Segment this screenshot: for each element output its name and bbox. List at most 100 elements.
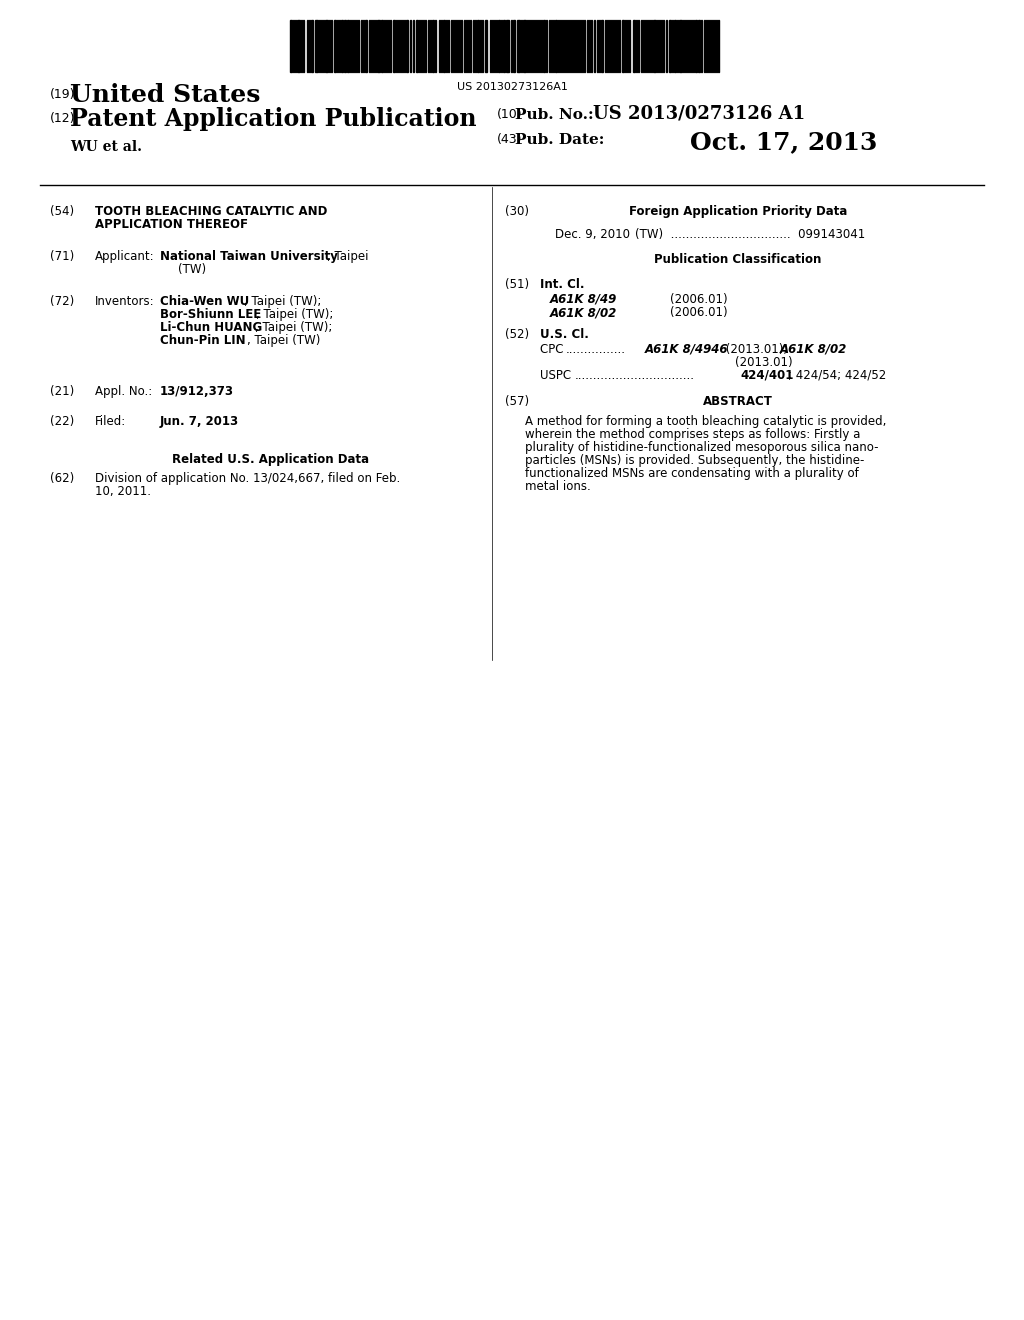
Text: (TW)  ................................  099143041: (TW) ................................ 09… <box>635 228 865 242</box>
Text: USPC: USPC <box>540 370 574 381</box>
Bar <box>325 20 328 73</box>
Bar <box>377 20 380 73</box>
Text: , Taipei (TW);: , Taipei (TW); <box>244 294 322 308</box>
Text: CPC: CPC <box>540 343 567 356</box>
Text: Appl. No.:: Appl. No.: <box>95 385 153 399</box>
Text: Filed:: Filed: <box>95 414 126 428</box>
Text: (19): (19) <box>50 88 76 102</box>
Text: United States: United States <box>70 83 260 107</box>
Text: (21): (21) <box>50 385 75 399</box>
Bar <box>513 20 515 73</box>
Text: (2006.01): (2006.01) <box>670 306 728 319</box>
Text: Patent Application Publication: Patent Application Publication <box>70 107 476 131</box>
Bar <box>311 20 313 73</box>
Text: (TW): (TW) <box>178 263 206 276</box>
Text: Pub. Date:: Pub. Date: <box>515 133 604 147</box>
Text: , Taipei (TW);: , Taipei (TW); <box>256 308 334 321</box>
Bar <box>365 20 367 73</box>
Text: 10, 2011.: 10, 2011. <box>95 484 151 498</box>
Text: Bor-Shiunn LEE: Bor-Shiunn LEE <box>160 308 261 321</box>
Bar <box>506 20 509 73</box>
Bar <box>503 20 505 73</box>
Text: Division of application No. 13/024,667, filed on Feb.: Division of application No. 13/024,667, … <box>95 473 400 484</box>
Text: Li-Chun HUANG: Li-Chun HUANG <box>160 321 262 334</box>
Text: functionalized MSNs are condensating with a plurality of: functionalized MSNs are condensating wit… <box>525 467 859 480</box>
Bar <box>477 20 479 73</box>
Text: ................: ................ <box>566 343 626 356</box>
Text: National Taiwan University: National Taiwan University <box>160 249 338 263</box>
Bar <box>601 20 603 73</box>
Text: ................................: ................................ <box>575 370 695 381</box>
Text: Related U.S. Application Data: Related U.S. Application Data <box>172 453 370 466</box>
Text: (43): (43) <box>497 133 522 147</box>
Bar <box>498 20 500 73</box>
Text: Foreign Application Priority Data: Foreign Application Priority Data <box>629 205 847 218</box>
Text: (2013.01): (2013.01) <box>735 356 793 370</box>
Text: US 2013/0273126 A1: US 2013/0273126 A1 <box>593 106 805 123</box>
Bar <box>543 20 545 73</box>
Bar <box>406 20 408 73</box>
Text: TOOTH BLEACHING CATALYTIC AND: TOOTH BLEACHING CATALYTIC AND <box>95 205 328 218</box>
Text: WU et al.: WU et al. <box>70 140 142 154</box>
Text: metal ions.: metal ions. <box>525 480 591 492</box>
Bar <box>393 20 395 73</box>
Text: (71): (71) <box>50 249 75 263</box>
Text: Applicant:: Applicant: <box>95 249 155 263</box>
Text: Chun-Pin LIN: Chun-Pin LIN <box>160 334 246 347</box>
Bar <box>347 20 349 73</box>
Text: (12): (12) <box>50 112 76 125</box>
Text: Oct. 17, 2013: Oct. 17, 2013 <box>690 129 878 154</box>
Text: Inventors:: Inventors: <box>95 294 155 308</box>
Text: , Taipei (TW): , Taipei (TW) <box>247 334 321 347</box>
Text: (30): (30) <box>505 205 529 218</box>
Bar <box>334 20 336 73</box>
Bar <box>622 20 624 73</box>
Bar <box>633 20 635 73</box>
Bar <box>523 20 526 73</box>
Bar <box>297 20 300 73</box>
Bar <box>674 20 676 73</box>
Bar <box>290 20 292 73</box>
Bar <box>381 20 383 73</box>
Text: (22): (22) <box>50 414 75 428</box>
Bar <box>517 20 520 73</box>
Text: US 20130273126A1: US 20130273126A1 <box>457 82 567 92</box>
Text: (57): (57) <box>505 395 529 408</box>
Bar <box>669 20 671 73</box>
Text: (52): (52) <box>505 327 529 341</box>
Bar <box>344 20 346 73</box>
Text: U.S. Cl.: U.S. Cl. <box>540 327 589 341</box>
Text: wherein the method comprises steps as follows: Firstly a: wherein the method comprises steps as fo… <box>525 428 860 441</box>
Bar <box>485 20 487 73</box>
Bar <box>695 20 697 73</box>
Bar <box>315 20 318 73</box>
Text: (54): (54) <box>50 205 74 218</box>
Text: (51): (51) <box>505 279 529 290</box>
Text: A61K 8/49: A61K 8/49 <box>550 293 617 306</box>
Text: plurality of histidine-functionalized mesoporous silica nano-: plurality of histidine-functionalized me… <box>525 441 879 454</box>
Bar <box>432 20 434 73</box>
Text: ; 424/54; 424/52: ; 424/54; 424/52 <box>788 370 886 381</box>
Text: A method for forming a tooth bleaching catalytic is provided,: A method for forming a tooth bleaching c… <box>525 414 887 428</box>
Text: Jun. 7, 2013: Jun. 7, 2013 <box>160 414 240 428</box>
Text: Pub. No.:: Pub. No.: <box>515 108 594 121</box>
Bar <box>341 20 343 73</box>
Bar <box>679 20 682 73</box>
Text: 424/401: 424/401 <box>740 370 794 381</box>
Text: particles (MSNs) is provided. Subsequently, the histidine-: particles (MSNs) is provided. Subsequent… <box>525 454 864 467</box>
Text: (2013.01);: (2013.01); <box>722 343 792 356</box>
Text: ABSTRACT: ABSTRACT <box>703 395 773 408</box>
Text: Int. Cl.: Int. Cl. <box>540 279 585 290</box>
Text: A61K 8/02: A61K 8/02 <box>780 343 847 356</box>
Text: Publication Classification: Publication Classification <box>654 253 821 267</box>
Text: (72): (72) <box>50 294 75 308</box>
Text: (10): (10) <box>497 108 522 121</box>
Text: A61K 8/02: A61K 8/02 <box>550 306 617 319</box>
Text: (62): (62) <box>50 473 75 484</box>
Text: APPLICATION THEREOF: APPLICATION THEREOF <box>95 218 248 231</box>
Text: Chia-Wen WU: Chia-Wen WU <box>160 294 249 308</box>
Bar <box>416 20 418 73</box>
Bar <box>653 20 656 73</box>
Text: (2006.01): (2006.01) <box>670 293 728 306</box>
Bar <box>555 20 557 73</box>
